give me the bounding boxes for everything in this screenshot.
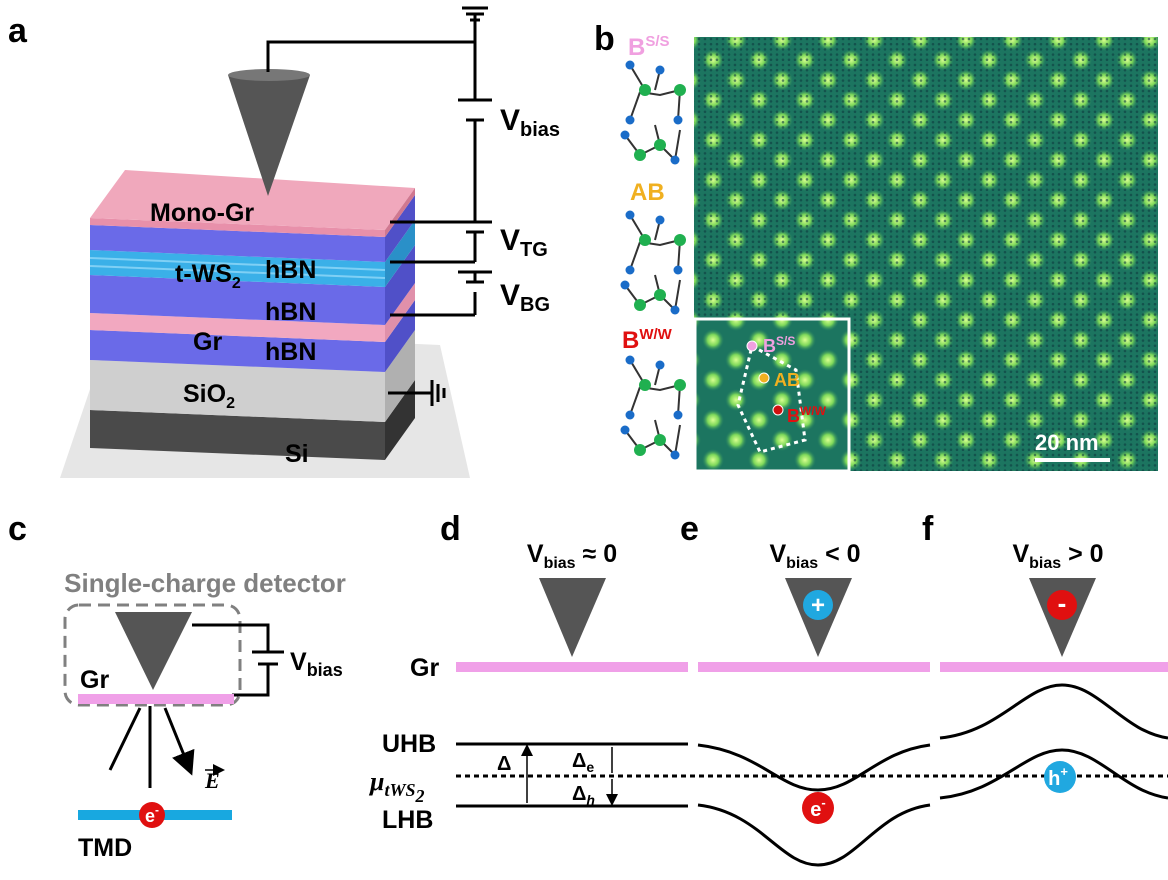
shape [674, 234, 686, 246]
graphene [456, 662, 688, 672]
shape [634, 149, 646, 161]
shape [654, 289, 666, 301]
shape [674, 84, 686, 96]
tip-charge-label: + [811, 592, 825, 619]
shape [674, 411, 683, 420]
graphene [940, 662, 1168, 672]
layer-label: hBN [265, 298, 316, 326]
condition: Vbias ≈ 0 [527, 540, 617, 572]
shape [626, 356, 635, 365]
shape [674, 116, 683, 125]
shape [656, 361, 665, 370]
panel-a: Mono-Gr t-WS2 hBN hBN Gr hBN SiO2 Si Vbi… [60, 8, 560, 478]
panel-b: BS/S AB BW/W 20 nm BS/S AB BW/W [621, 33, 1159, 471]
stacking-label: BS/S [628, 33, 670, 61]
panel-label: d [440, 510, 461, 548]
shape [759, 373, 769, 383]
figure: a b c d e f Mono-Gr t-WS2 hBN hBN Gr hBN… [0, 0, 1168, 880]
shape [654, 139, 666, 151]
shape [656, 66, 665, 75]
panel-label: f [922, 510, 934, 548]
voltage-label: Vbias [290, 648, 343, 680]
shape [656, 216, 665, 225]
lhb-label: LHB [382, 806, 433, 834]
shape [674, 379, 686, 391]
shape [671, 156, 680, 165]
panel-label: e [680, 510, 699, 548]
gr-label: Gr [410, 654, 439, 682]
gap-label: Δh [572, 783, 595, 808]
shape [625, 360, 680, 455]
panels-def: Vbias ≈ 0 Vbias < 0 Vbias > 0 + - Gr UHB… [368, 540, 1168, 865]
shape [671, 451, 680, 460]
shape [626, 211, 635, 220]
condition: Vbias < 0 [769, 540, 860, 572]
layer-label: Mono-Gr [150, 199, 254, 227]
shape [626, 411, 635, 420]
panel-label: a [8, 12, 28, 50]
panel-label: b [594, 20, 615, 58]
stacking-label: BW/W [622, 326, 673, 354]
voltage-label: VBG [500, 279, 550, 316]
panel-c: Single-charge detector Vbias Gr E e- TMD [64, 568, 346, 862]
uhb-label: UHB [382, 730, 436, 758]
shape [639, 234, 651, 246]
uhb-bent [940, 685, 1168, 738]
circuit [192, 625, 284, 695]
shape [621, 281, 630, 290]
atoms-b [621, 61, 687, 460]
shape [626, 266, 635, 275]
tip [539, 578, 606, 657]
shape [621, 131, 630, 140]
layer-label: hBN [265, 338, 316, 366]
shape [639, 379, 651, 391]
layer-label: hBN [265, 256, 316, 284]
mu-label: μtWS2 [368, 767, 425, 806]
uhb-bent [698, 745, 930, 790]
field-arrows [110, 706, 190, 788]
graphene [78, 694, 234, 704]
voltage-label: VTG [500, 224, 548, 261]
tip-charge-label: - [1058, 588, 1067, 618]
graphene [698, 662, 930, 672]
inset-label: AB [774, 370, 800, 390]
panel-label: c [8, 510, 27, 548]
shape [625, 215, 680, 310]
shape [674, 266, 683, 275]
layer-label: Gr [193, 328, 222, 356]
gap-label: Δe [572, 750, 594, 775]
shape [626, 61, 635, 70]
condition: Vbias > 0 [1012, 540, 1103, 572]
shape [654, 434, 666, 446]
gap-label: Δ [497, 753, 511, 775]
stacking-label: AB [630, 179, 665, 206]
voltage-label: Vbias [500, 104, 560, 141]
tmd-label: TMD [78, 834, 132, 862]
field-label: E [204, 768, 220, 793]
shape [639, 84, 651, 96]
layer-label: Si [285, 440, 309, 468]
shape [626, 116, 635, 125]
structure [625, 65, 680, 160]
shape [621, 426, 630, 435]
shape [773, 405, 783, 415]
shape [671, 306, 680, 315]
shape [747, 341, 757, 351]
panel-title: Single-charge detector [64, 568, 346, 598]
tip [115, 612, 192, 690]
shape [634, 444, 646, 456]
shape [634, 299, 646, 311]
shape [625, 65, 680, 160]
scale-label: 20 nm [1035, 430, 1099, 455]
layer-label: t-WS2 [175, 260, 241, 292]
gr-label: Gr [80, 666, 109, 694]
